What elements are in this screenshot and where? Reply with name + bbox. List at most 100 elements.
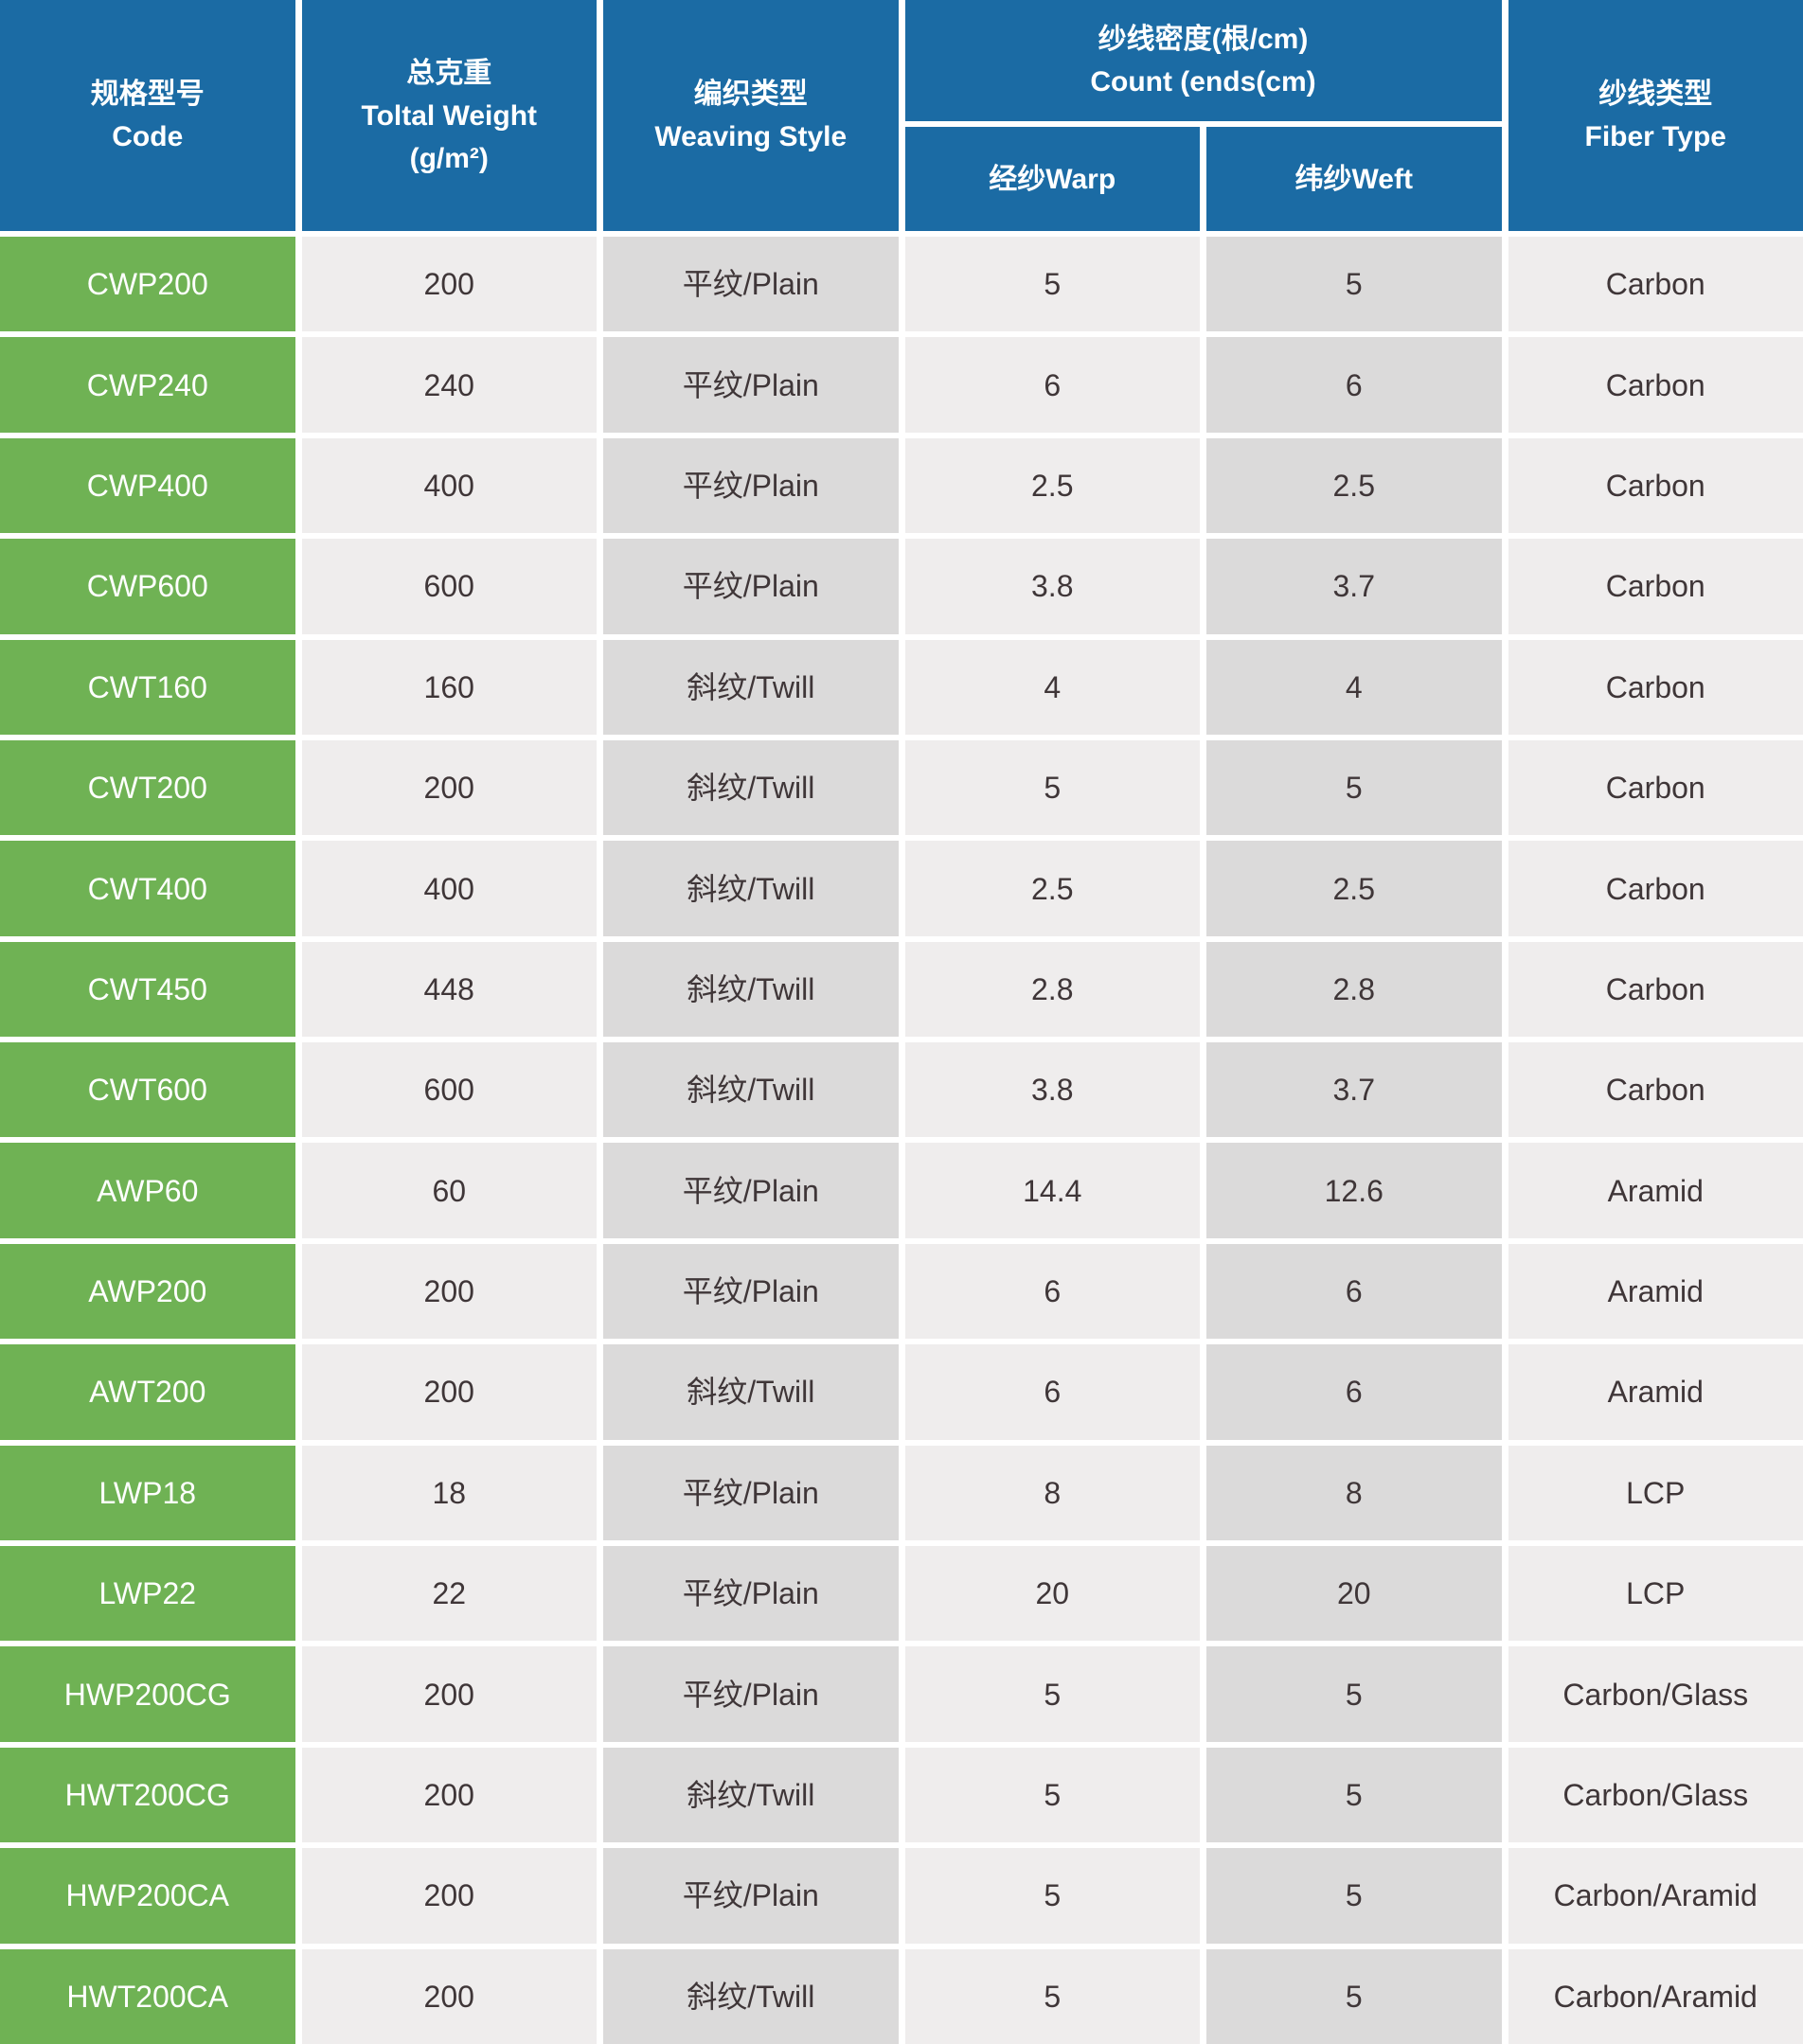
cell-fiber-type: Carbon (1508, 539, 1803, 634)
cell-weaving-style: 斜纹/Twill (603, 1948, 899, 2044)
cell-fiber-type: Aramid (1508, 1243, 1803, 1340)
cell-warp-count: 20 (904, 1546, 1200, 1642)
header-yarn-count-en: Count (ends(cm) (1090, 66, 1316, 98)
cell-weaving-style: 平纹/Plain (603, 437, 899, 534)
cell-warp-count: 2.8 (904, 941, 1200, 1038)
cell-weft-count: 6 (1206, 1344, 1502, 1440)
cell-total-weight: 240 (301, 337, 597, 433)
header-weft: 纬纱Weft (1206, 127, 1502, 231)
cell-weaving-style: 平纹/Plain (603, 1646, 899, 1742)
cell-fiber-type: Carbon/Aramid (1508, 1848, 1803, 1944)
cell-code: HWT200CG (0, 1747, 295, 1843)
cell-total-weight: 200 (301, 237, 597, 332)
header-fiber-type-zh: 纱线类型 (1598, 79, 1713, 110)
cell-fiber-type: Carbon/Glass (1508, 1646, 1803, 1742)
header-total-weight-zh: 总克重 (406, 57, 492, 89)
cell-weft-count: 5 (1206, 1848, 1502, 1944)
cell-code: CWT200 (0, 739, 295, 836)
header-code: 规格型号 Code (0, 0, 295, 231)
header-fiber-type: 纱线类型 Fiber Type (1508, 0, 1803, 231)
cell-fiber-type: Carbon (1508, 639, 1803, 735)
header-fiber-type-en: Fiber Type (1584, 121, 1726, 152)
cell-fiber-type: Carbon (1508, 739, 1803, 836)
cell-warp-count: 5 (904, 1948, 1200, 2044)
cell-code: AWP60 (0, 1143, 295, 1238)
cell-fiber-type: Carbon/Aramid (1508, 1948, 1803, 2044)
cell-warp-count: 6 (904, 1344, 1200, 1440)
cell-weft-count: 20 (1206, 1546, 1502, 1642)
cell-code: CWP240 (0, 337, 295, 433)
cell-total-weight: 200 (301, 1344, 597, 1440)
cell-total-weight: 18 (301, 1445, 597, 1541)
cell-total-weight: 60 (301, 1143, 597, 1238)
cell-weft-count: 5 (1206, 1948, 1502, 2044)
cell-code: CWP600 (0, 539, 295, 634)
cell-total-weight: 200 (301, 739, 597, 836)
cell-fiber-type: Carbon (1508, 841, 1803, 936)
cell-warp-count: 3.8 (904, 1042, 1200, 1138)
cell-warp-count: 5 (904, 237, 1200, 332)
header-weaving-style-en: Weaving Style (654, 121, 848, 152)
cell-fiber-type: LCP (1508, 1445, 1803, 1541)
cell-weaving-style: 斜纹/Twill (603, 739, 899, 836)
cell-fiber-type: Carbon/Glass (1508, 1747, 1803, 1843)
cell-weaving-style: 平纹/Plain (603, 539, 899, 634)
cell-total-weight: 200 (301, 1747, 597, 1843)
cell-weaving-style: 斜纹/Twill (603, 1344, 899, 1440)
cell-weft-count: 3.7 (1206, 539, 1502, 634)
cell-weaving-style: 斜纹/Twill (603, 1747, 899, 1843)
header-weaving-style-zh: 编织类型 (693, 79, 808, 110)
cell-warp-count: 5 (904, 1646, 1200, 1742)
header-total-weight-en: Toltal Weight (361, 99, 538, 132)
cell-fiber-type: Carbon (1508, 337, 1803, 433)
cell-total-weight: 200 (301, 1646, 597, 1742)
cell-weaving-style: 斜纹/Twill (603, 1042, 899, 1138)
cell-warp-count: 6 (904, 1243, 1200, 1340)
cell-weaving-style: 平纹/Plain (603, 237, 899, 332)
cell-warp-count: 14.4 (904, 1143, 1200, 1238)
cell-weft-count: 5 (1206, 1747, 1502, 1843)
cell-total-weight: 400 (301, 437, 597, 534)
cell-code: AWT200 (0, 1344, 295, 1440)
cell-total-weight: 200 (301, 1243, 597, 1340)
cell-weft-count: 12.6 (1206, 1143, 1502, 1238)
cell-weft-count: 2.5 (1206, 437, 1502, 534)
cell-weft-count: 3.7 (1206, 1042, 1502, 1138)
cell-weft-count: 6 (1206, 337, 1502, 433)
cell-total-weight: 160 (301, 639, 597, 735)
cell-warp-count: 4 (904, 639, 1200, 735)
header-total-weight: 总克重 Toltal Weight (g/m²) (301, 0, 597, 231)
cell-weaving-style: 斜纹/Twill (603, 841, 899, 936)
header-warp: 经纱Warp (904, 127, 1200, 231)
header-code-zh: 规格型号 (90, 79, 205, 110)
header-yarn-count-zh: 纱线密度(根/cm) (1098, 24, 1309, 55)
cell-weaving-style: 平纹/Plain (603, 1445, 899, 1541)
cell-weaving-style: 斜纹/Twill (603, 941, 899, 1038)
cell-code: HWT200CA (0, 1948, 295, 2044)
cell-weaving-style: 平纹/Plain (603, 1848, 899, 1944)
cell-total-weight: 600 (301, 1042, 597, 1138)
header-weft-label: 纬纱Weft (1294, 163, 1413, 195)
cell-total-weight: 400 (301, 841, 597, 936)
cell-code: HWP200CA (0, 1848, 295, 1944)
cell-total-weight: 200 (301, 1948, 597, 2044)
cell-fiber-type: Aramid (1508, 1143, 1803, 1238)
cell-total-weight: 22 (301, 1546, 597, 1642)
cell-fiber-type: LCP (1508, 1546, 1803, 1642)
cell-weft-count: 4 (1206, 639, 1502, 735)
cell-weft-count: 5 (1206, 739, 1502, 836)
cell-code: CWT160 (0, 639, 295, 735)
cell-weft-count: 2.8 (1206, 941, 1502, 1038)
cell-code: LWP18 (0, 1445, 295, 1541)
cell-weaving-style: 平纹/Plain (603, 1243, 899, 1340)
cell-warp-count: 5 (904, 739, 1200, 836)
cell-total-weight: 200 (301, 1848, 597, 1944)
cell-warp-count: 2.5 (904, 437, 1200, 534)
cell-fiber-type: Aramid (1508, 1344, 1803, 1440)
cell-weft-count: 8 (1206, 1445, 1502, 1541)
cell-weaving-style: 平纹/Plain (603, 1143, 899, 1238)
cell-weft-count: 2.5 (1206, 841, 1502, 936)
cell-fiber-type: Carbon (1508, 941, 1803, 1038)
cell-code: LWP22 (0, 1546, 295, 1642)
